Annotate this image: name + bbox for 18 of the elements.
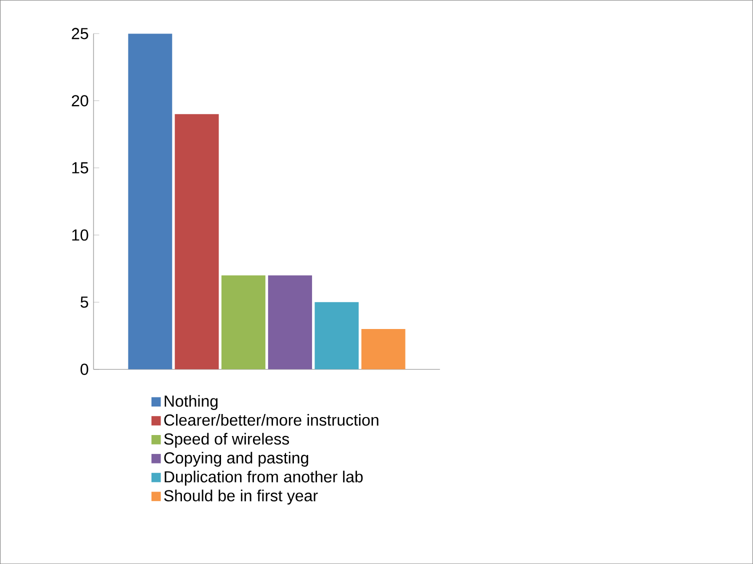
bar xyxy=(314,302,359,370)
legend-label: Copying and pasting xyxy=(164,452,308,467)
y-tick-label: 5 xyxy=(80,296,88,308)
bar xyxy=(361,328,406,370)
y-tick-label: 10 xyxy=(72,229,88,241)
y-tick-label: 25 xyxy=(72,28,88,40)
bar xyxy=(268,275,312,370)
legend-label: Should be in first year xyxy=(164,490,318,504)
y-tick-label: 0 xyxy=(80,364,88,375)
y-tick-label: 15 xyxy=(72,162,88,174)
bar xyxy=(221,275,266,370)
bar xyxy=(174,114,219,370)
legend-label: Nothing xyxy=(164,395,218,410)
legend-label: Clearer/better/more instruction xyxy=(164,414,378,426)
y-tick-label: 20 xyxy=(72,95,88,106)
legend-label: Speed of wireless xyxy=(164,432,290,448)
bar xyxy=(128,34,172,370)
legend-label: Duplication from another lab xyxy=(164,470,363,486)
